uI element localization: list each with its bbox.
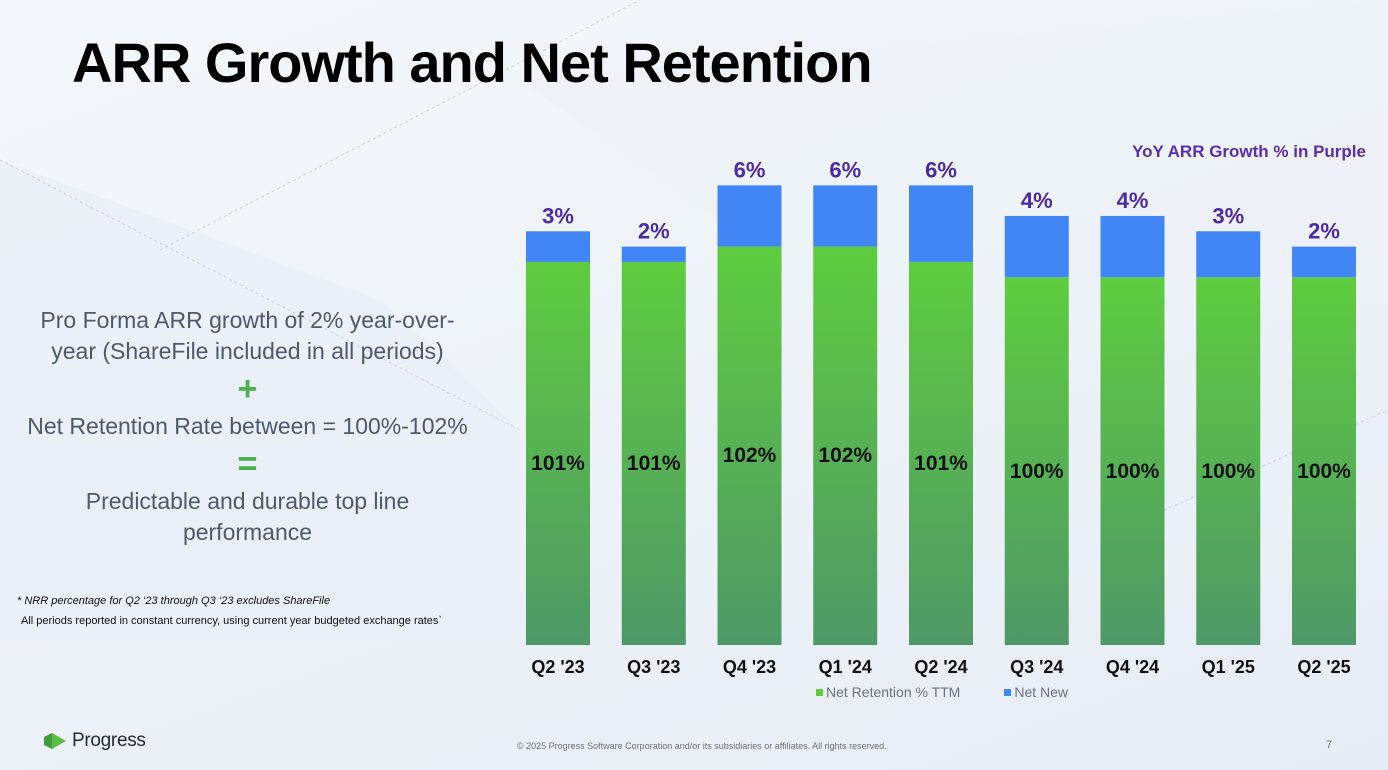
summary-line-1: Pro Forma ARR growth of 2% year-over- [40, 307, 455, 333]
x-tick-label-4: Q2 '24 [914, 657, 967, 677]
label-yoy-growth-3: 6% [829, 157, 861, 182]
label-net-retention-4: 101% [914, 452, 968, 475]
label-net-retention-5: 100% [1010, 460, 1064, 483]
label-net-retention-6: 100% [1106, 460, 1160, 483]
bar-net-retention-0 [526, 261, 590, 645]
x-tick-label-1: Q3 '23 [627, 657, 680, 677]
label-yoy-growth-1: 2% [638, 219, 670, 244]
bar-net-new-2 [717, 185, 782, 247]
bar-net-new-5 [1004, 215, 1069, 278]
bar-net-retention-6 [1100, 277, 1165, 645]
label-yoy-growth-5: 4% [1021, 188, 1053, 213]
legend-item-net-retention: Net Retention % TTM [816, 684, 960, 700]
x-tick-label-6: Q4 '24 [1106, 657, 1159, 677]
legend-swatch-green [816, 688, 823, 696]
bar-net-new-1 [621, 246, 686, 262]
progress-logo: Progress [44, 730, 146, 752]
plus-sign: + [237, 370, 258, 408]
bar-net-new-7 [1196, 231, 1261, 278]
label-yoy-growth-8: 2% [1308, 219, 1340, 244]
label-yoy-growth-6: 4% [1117, 188, 1149, 213]
bar-net-new-4 [909, 185, 973, 262]
page-number: 7 [1326, 739, 1333, 751]
legend-label-net-new: Net New [1014, 684, 1069, 700]
x-tick-label-7: Q1 '25 [1202, 657, 1255, 677]
bar-net-new-6 [1100, 215, 1165, 278]
progress-logo-icon [44, 733, 66, 749]
summary-panel: Pro Forma ARR growth of 2% year-over- ye… [0, 305, 495, 548]
summary-line-4: Predictable and durable top line [85, 488, 410, 514]
x-tick-label-5: Q3 '24 [1010, 657, 1063, 677]
bar-net-new-0 [526, 231, 590, 262]
label-yoy-growth-7: 3% [1212, 203, 1244, 228]
label-net-retention-2: 102% [723, 444, 777, 467]
bar-net-new-8 [1292, 246, 1356, 278]
bar-net-retention-8 [1292, 277, 1356, 645]
summary-line-2: year (ShareFile included in all periods) [51, 338, 444, 364]
footnote-nrr: * NRR percentage for Q2 ‘23 through Q3 ‘… [17, 595, 331, 607]
x-tick-label-8: Q2 '25 [1297, 657, 1350, 677]
equals-sign: = [237, 445, 258, 483]
chart-legend: Net Retention % TTM Net New [816, 684, 1112, 700]
legend-swatch-blue [1004, 688, 1012, 696]
legend-label-net-retention: Net Retention % TTM [826, 684, 961, 700]
bar-net-retention-2 [717, 246, 782, 645]
label-net-retention-7: 100% [1201, 460, 1255, 483]
label-net-retention-8: 100% [1297, 460, 1351, 483]
yoy-growth-note: YoY ARR Growth % in Purple [1132, 142, 1366, 161]
legend-item-net-new: Net New [1004, 684, 1068, 700]
summary-line-3: Net Retention Rate between = 100%-102% [27, 413, 468, 439]
label-yoy-growth-2: 6% [734, 157, 766, 182]
bar-net-retention-1 [621, 261, 686, 645]
label-yoy-growth-0: 3% [542, 203, 574, 228]
bar-net-new-3 [813, 185, 878, 247]
slide-title: ARR Growth and Net Retention [72, 31, 873, 94]
footnote-currency: All periods reported in constant currenc… [21, 615, 443, 627]
x-tick-label-3: Q1 '24 [819, 657, 872, 677]
bar-net-retention-5 [1004, 277, 1069, 645]
label-net-retention-0: 101% [531, 452, 585, 475]
copyright-text: © 2025 Progress Software Corporation and… [517, 741, 887, 751]
bar-net-retention-4 [909, 261, 973, 645]
bar-net-retention-3 [813, 246, 878, 645]
bar-net-retention-7 [1196, 277, 1261, 645]
label-net-retention-3: 102% [818, 444, 872, 467]
x-tick-label-2: Q4 '23 [723, 657, 776, 677]
x-tick-label-0: Q2 '23 [531, 657, 584, 677]
summary-line-5: performance [182, 519, 313, 545]
label-yoy-growth-4: 6% [925, 157, 957, 182]
brand-name: Progress [72, 730, 146, 751]
label-net-retention-1: 101% [627, 452, 681, 475]
